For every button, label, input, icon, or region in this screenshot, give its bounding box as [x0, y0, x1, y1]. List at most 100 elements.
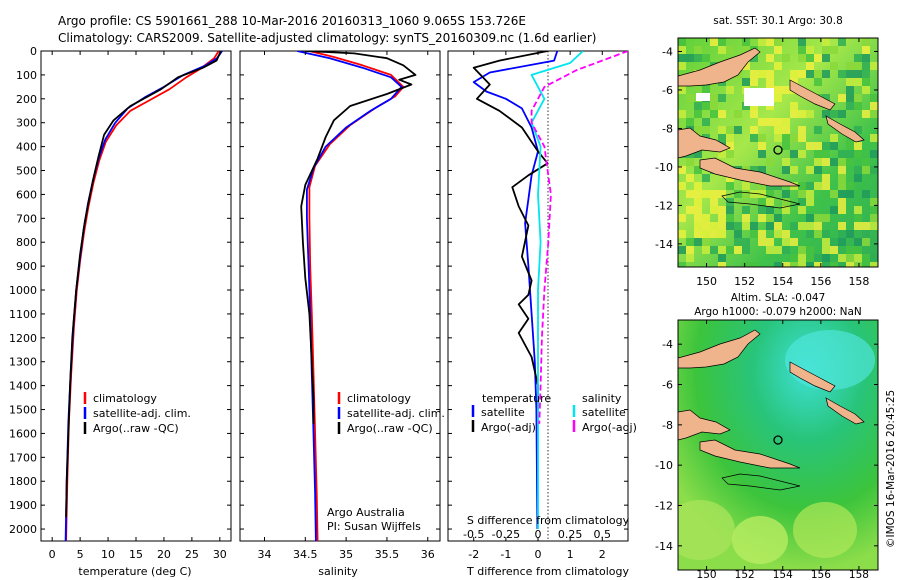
- sst-pixel: [782, 246, 790, 254]
- sst-pixel: [822, 38, 830, 46]
- sst-pixel: [686, 118, 694, 126]
- argo-float-marker: [773, 435, 783, 445]
- sst-pixel: [814, 54, 822, 62]
- legend-title-salinity: salinity: [582, 392, 622, 405]
- sst-pixel: [870, 166, 878, 174]
- sst-pixels: [678, 38, 878, 267]
- x-tick-label: 35: [339, 548, 353, 561]
- land-islands: [699, 157, 801, 187]
- land-new-britain: [789, 79, 836, 111]
- sst-pixel: [790, 134, 798, 142]
- sst-pixel: [758, 230, 766, 238]
- x-tick-label: 34: [257, 548, 271, 561]
- legend-label: satellite: [582, 406, 626, 419]
- sst-pixel: [766, 54, 774, 62]
- lat-tick-label: -8: [662, 419, 673, 432]
- sst-pixel: [846, 86, 854, 94]
- sst-pixel: [678, 38, 686, 46]
- sst-pixel: [854, 238, 862, 246]
- series-temperature-argo-adj: [472, 51, 549, 410]
- sst-pixel: [790, 150, 798, 158]
- sst-pixel: [782, 206, 790, 214]
- sst-pixel: [798, 110, 806, 118]
- sst-pixel: [822, 174, 830, 182]
- sst-pixel: [710, 102, 718, 110]
- sst-pixel: [718, 262, 726, 267]
- land-solomons: [825, 397, 865, 425]
- sst-pixel: [702, 246, 710, 254]
- imos-credit: ©IMOS 16-Mar-2016 20:45:25: [885, 390, 897, 548]
- land-new-guinea: [678, 47, 761, 87]
- legend-label: Argo(..raw -QC): [347, 422, 433, 435]
- sst-pixel: [686, 54, 694, 62]
- sst-pixel: [726, 182, 734, 190]
- sst-pixel: [718, 126, 726, 134]
- sst-pixel: [862, 54, 870, 62]
- sst-map-title: sat. SST: 30.1 Argo: 30.8: [713, 15, 843, 27]
- sst-pixel: [814, 166, 822, 174]
- sst-pixel: [862, 110, 870, 118]
- sst-pixel: [766, 118, 774, 126]
- sst-pixel: [854, 70, 862, 78]
- sst-pixel: [774, 214, 782, 222]
- sst-pixel: [750, 262, 758, 267]
- sst-pixel: [686, 254, 694, 262]
- sst-pixel: [758, 166, 766, 174]
- sst-pixel: [838, 198, 846, 206]
- sst-pixel: [870, 262, 878, 267]
- lat-tick-label: -4: [662, 45, 673, 58]
- sst-pixel: [822, 94, 830, 102]
- sst-pixel: [814, 222, 822, 230]
- x-tick-label: 15: [129, 548, 143, 561]
- sst-pixel: [702, 102, 710, 110]
- sst-pixel: [822, 238, 830, 246]
- sst-pixel: [830, 46, 838, 54]
- sst-pixel: [846, 246, 854, 254]
- salinity-xlabel: salinity: [318, 565, 358, 578]
- sst-pixel: [822, 54, 830, 62]
- sst-pixel: [774, 86, 782, 94]
- sst-pixel: [806, 254, 814, 262]
- argo-float-marker: [773, 145, 783, 155]
- lat-tick-label: -6: [662, 84, 673, 97]
- sst-pixel: [806, 46, 814, 54]
- sst-pixel: [750, 230, 758, 238]
- salinity-curves: [296, 51, 417, 541]
- legend-label: climatology: [93, 392, 157, 405]
- s-tick-label: 0: [535, 528, 542, 541]
- sst-pixel: [854, 142, 862, 150]
- sla-blob: [793, 502, 857, 558]
- x-tick-label: 0: [535, 548, 542, 561]
- sst-pixel: [734, 110, 742, 118]
- legend-label: climatology: [347, 392, 411, 405]
- sst-pixel: [766, 190, 774, 198]
- land-new-guinea: [678, 329, 761, 369]
- sst-pixel: [686, 206, 694, 214]
- sst-pixel: [806, 198, 814, 206]
- sst-pixel: [686, 158, 694, 166]
- sst-pixel: [702, 118, 710, 126]
- lon-tick-label: 156: [811, 569, 831, 580]
- depth-tick-label: 1600: [9, 427, 37, 440]
- s-difference-label: S difference from climatology: [467, 514, 630, 527]
- sst-pixel: [750, 78, 758, 86]
- s-tick-label: -0.25: [492, 528, 520, 541]
- sst-pixel: [734, 230, 742, 238]
- sst-pixel: [870, 102, 878, 110]
- sst-pixel: [806, 222, 814, 230]
- sst-pixel: [782, 54, 790, 62]
- sst-pixel: [702, 126, 710, 134]
- x-tick-label: 2: [599, 548, 606, 561]
- sst-pixel: [758, 70, 766, 78]
- sst-pixel: [782, 118, 790, 126]
- series-salinity-argo-adj: [530, 51, 628, 424]
- sst-pixel: [686, 94, 694, 102]
- x-tick-label: -1: [500, 548, 511, 561]
- sst-pixel: [790, 70, 798, 78]
- s-tick-label: 0.25: [558, 528, 583, 541]
- temperature-legend: climatology satellite-adj. clim. Argo(..…: [83, 392, 191, 435]
- sst-pixel: [774, 222, 782, 230]
- sst-pixel: [766, 158, 774, 166]
- sst-pixel: [702, 190, 710, 198]
- sst-pixel: [750, 70, 758, 78]
